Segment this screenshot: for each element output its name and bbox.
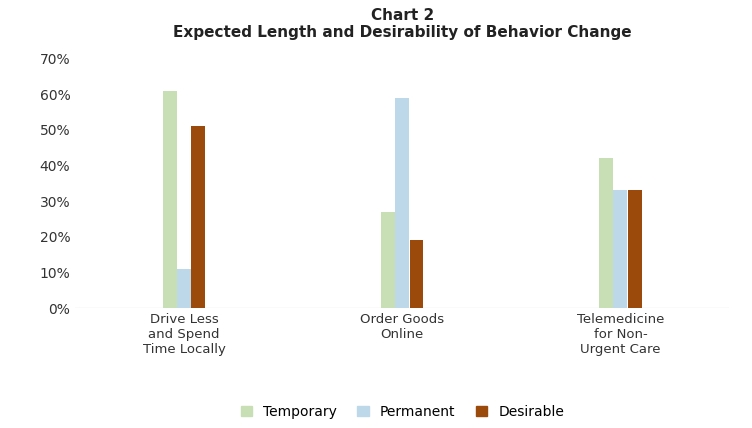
Bar [163, 91, 177, 308]
Title: Chart 2
Expected Length and Desirability of Behavior Change: Chart 2 Expected Length and Desirability… [173, 8, 632, 41]
Bar [599, 158, 613, 308]
Bar [628, 190, 641, 308]
Bar [177, 269, 191, 308]
Bar [381, 212, 395, 308]
Bar [614, 190, 627, 308]
Bar [410, 241, 423, 308]
Legend: Temporary, Permanent, Desirable: Temporary, Permanent, Desirable [235, 399, 570, 425]
Bar [192, 126, 205, 308]
Bar [396, 98, 409, 308]
